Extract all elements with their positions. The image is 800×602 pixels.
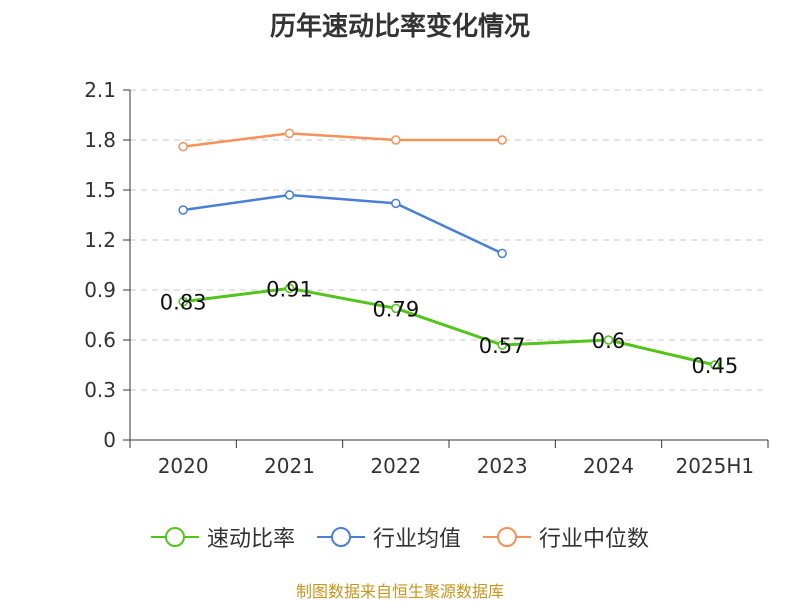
x-tick-label: 2023 [477,454,528,478]
x-tick-label: 2021 [264,454,315,478]
y-tick-label: 0.9 [84,278,116,302]
chart-title: 历年速动比率变化情况 [269,12,530,42]
legend-label-industry-median: 行业中位数 [539,527,650,552]
data-labels: 0.83 0.91 0.79 0.57 0.6 0.45 [160,277,738,378]
data-point-quick-ratio[interactable] [284,283,295,294]
data-point-quick-ratio[interactable] [178,296,188,307]
data-point-industry-median[interactable] [497,135,507,145]
legend-swatch-quick-ratio [150,527,199,547]
legend-item-industry-median[interactable]: 行业中位数 [483,521,649,553]
legend-item-industry-mean[interactable]: 行业均值 [316,521,461,553]
y-tick-label: 2.1 [84,78,116,102]
legend: 速动比率 行业均值 行业中位数 [0,520,800,554]
series-line-industry-mean [182,193,503,255]
data-point-quick-ratio[interactable] [603,335,614,345]
source-note: 制图数据来自恒生聚源数据库 [295,582,504,601]
data-label: 0.45 [691,354,738,378]
data-point-industry-median[interactable] [391,135,401,145]
data-point-industry-mean[interactable] [178,205,188,215]
x-tick-label: 2022 [370,454,421,478]
data-label: 0.6 [592,329,625,353]
data-label: 0.83 [160,291,207,315]
x-tick-label: 2020 [158,454,209,478]
axes: 0 0.3 0.6 0.9 1.2 1.5 1.8 2.1 2020 2021 2022 2023 20… [84,78,769,478]
y-tick-label: 1.8 [84,128,116,152]
data-label: 0.57 [479,334,526,358]
data-label: 0.91 [266,277,313,301]
data-point-industry-mean[interactable] [497,248,507,259]
series-lines [178,128,720,370]
data-point-quick-ratio[interactable] [710,360,720,370]
y-tick-label: 0 [103,428,116,452]
y-tick-label: 0.6 [84,328,116,352]
legend-label-quick-ratio: 速动比率 [206,527,295,552]
x-tick-label: 2025H1 [675,454,754,478]
data-label: 0.79 [372,297,419,321]
y-tick-label: 1.2 [84,228,116,252]
y-tick-label: 0.3 [84,378,116,402]
legend-swatch-industry-median [483,527,531,547]
legend-label-industry-mean: 行业均值 [372,527,461,552]
data-point-industry-mean[interactable] [284,190,295,200]
series-line-industry-median [183,132,503,148]
data-point-quick-ratio[interactable] [497,340,507,350]
data-point-industry-mean[interactable] [391,198,401,209]
data-point-industry-median[interactable] [284,128,295,139]
x-tick-label: 2024 [583,454,634,478]
data-point-industry-median[interactable] [178,141,188,152]
y-tick-label: 1.5 [84,178,116,202]
series-line-quick-ratio [182,286,716,367]
data-point-quick-ratio[interactable] [391,303,401,314]
legend-item-quick-ratio[interactable]: 速动比率 [150,521,295,553]
grid-lines [130,89,768,391]
legend-swatch-industry-mean [316,527,365,547]
